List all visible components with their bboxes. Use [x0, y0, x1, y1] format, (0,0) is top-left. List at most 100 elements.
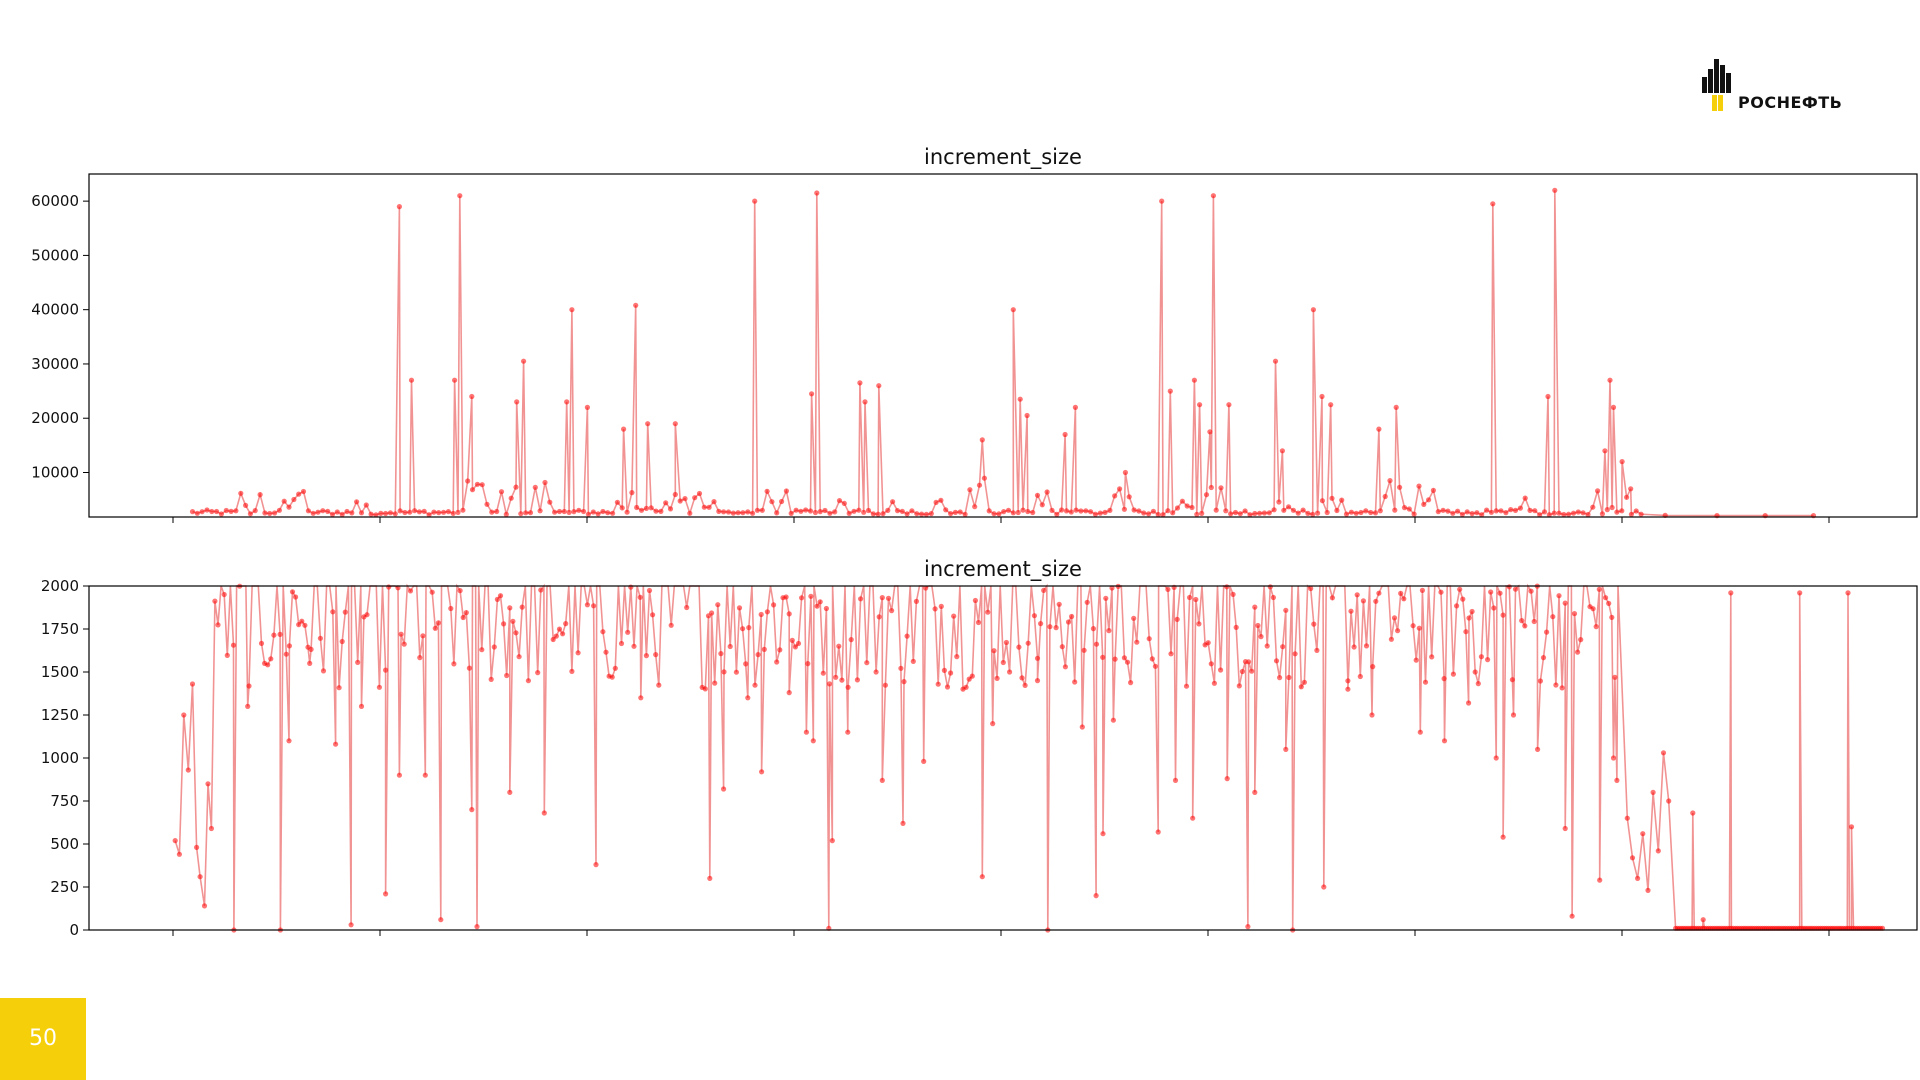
- data-point: [267, 510, 273, 517]
- data-point: [1025, 508, 1031, 515]
- data-point: [339, 511, 345, 517]
- data-point: [310, 510, 316, 516]
- data-point: [805, 661, 811, 667]
- data-point: [1300, 507, 1306, 513]
- data-point: [1056, 601, 1062, 607]
- data-point: [809, 391, 815, 397]
- data-point: [1640, 831, 1646, 837]
- data-point: [363, 502, 369, 508]
- data-point: [291, 496, 297, 503]
- data-point: [1493, 755, 1499, 761]
- data-point: [948, 670, 954, 676]
- data-point: [786, 611, 792, 617]
- data-point: [1232, 509, 1239, 516]
- data-point: [1590, 504, 1596, 510]
- data-point: [257, 492, 263, 498]
- data-point: [1126, 494, 1132, 500]
- data-point: [286, 504, 292, 510]
- data-point: [769, 499, 775, 505]
- data-point: [1305, 510, 1311, 516]
- data-point: [1575, 649, 1581, 655]
- data-point: [315, 509, 321, 515]
- data-point: [612, 665, 618, 671]
- data-point: [667, 506, 674, 512]
- data-point: [707, 875, 713, 882]
- data-point: [1638, 511, 1644, 517]
- data-point: [1016, 644, 1022, 650]
- data-point: [845, 729, 851, 735]
- data-point: [320, 508, 326, 514]
- data-point: [1155, 511, 1161, 518]
- data-point: [1607, 377, 1613, 383]
- data-point: [1357, 673, 1363, 680]
- data-point: [1345, 678, 1351, 684]
- data-point: [508, 495, 514, 501]
- data-point: [858, 596, 864, 602]
- data-point: [1022, 682, 1028, 689]
- data-point: [880, 511, 886, 517]
- data-point: [684, 604, 690, 611]
- data-point: [1159, 198, 1165, 204]
- data-point: [550, 636, 556, 643]
- data-point: [963, 684, 969, 690]
- data-point: [1097, 510, 1103, 516]
- data-point: [1537, 678, 1543, 684]
- data-point: [721, 509, 727, 515]
- data-point: [402, 509, 408, 516]
- data-point: [1571, 611, 1578, 617]
- data-point: [1391, 615, 1398, 621]
- y-tick-label: 1750: [41, 620, 79, 638]
- data-point: [1017, 396, 1023, 402]
- data-point: [1532, 508, 1538, 514]
- data-point: [348, 922, 354, 928]
- data-point: [1545, 393, 1551, 400]
- data-point: [1595, 488, 1601, 494]
- data-point: [1015, 509, 1021, 516]
- data-point: [1059, 644, 1065, 650]
- data-point: [1395, 628, 1401, 634]
- data-point: [349, 510, 355, 516]
- data-point: [1728, 590, 1734, 596]
- data-point: [1031, 613, 1037, 619]
- data-point: [358, 510, 365, 516]
- data-point: [1121, 506, 1127, 512]
- data-point: [1509, 677, 1515, 683]
- data-point: [1463, 629, 1469, 635]
- data-point: [245, 703, 251, 710]
- data-point: [1199, 510, 1205, 516]
- data-point: [752, 198, 758, 204]
- data-point: [609, 674, 615, 680]
- data-point: [879, 595, 885, 601]
- data-point: [1179, 498, 1185, 504]
- data-point: [1479, 512, 1485, 518]
- data-point: [1189, 504, 1195, 511]
- data-point: [752, 682, 758, 688]
- data-point: [1556, 593, 1562, 599]
- data-point: [1484, 507, 1490, 513]
- data-point: [378, 510, 384, 516]
- data-point: [432, 625, 438, 631]
- data-point: [1001, 509, 1007, 515]
- data-point: [474, 481, 480, 487]
- data-point: [1072, 404, 1078, 410]
- data-point: [1081, 647, 1087, 653]
- data-point: [1150, 508, 1156, 514]
- data-point: [1540, 655, 1547, 661]
- data-point: [967, 487, 973, 493]
- data-point: [498, 489, 505, 495]
- data-point: [1610, 404, 1617, 410]
- data-point: [979, 437, 985, 443]
- data-point: [412, 508, 418, 514]
- data-point: [1457, 586, 1463, 592]
- data-point: [1410, 623, 1416, 629]
- data-point: [1100, 654, 1106, 660]
- data-point: [957, 509, 963, 515]
- data-point: [383, 510, 389, 517]
- data-point: [619, 505, 625, 511]
- data-point: [1324, 509, 1330, 516]
- data-point: [1025, 640, 1031, 646]
- data-point: [368, 511, 374, 517]
- data-point: [899, 508, 905, 514]
- data-point: [1034, 655, 1041, 661]
- y-tick-label: 40000: [31, 301, 79, 319]
